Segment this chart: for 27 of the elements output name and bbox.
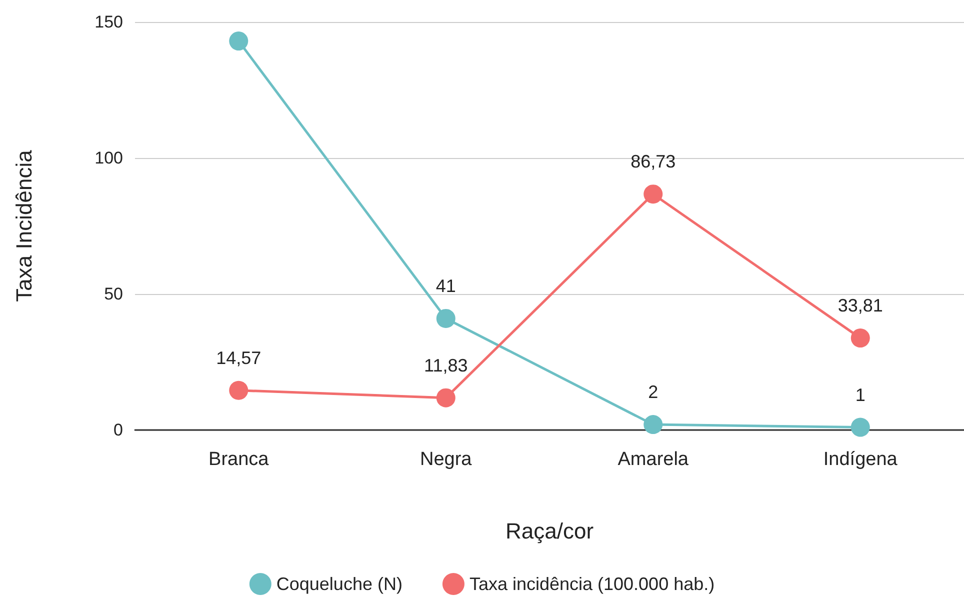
point [644,415,663,434]
data-label: 2 [648,382,658,402]
x-tick-label: Indígena [823,449,898,470]
point [229,32,248,51]
y-tick-label: 0 [114,420,123,440]
point [644,184,663,204]
data-label: 41 [436,276,456,296]
point [850,418,870,437]
y-tick-label: 100 [94,148,123,168]
data-label: 1 [855,384,866,405]
x-tick-label: Amarela [618,449,689,470]
y-axis-title: Taxa Incidência [12,149,36,302]
x-tick-label: Branca [208,449,270,470]
data-label: 14,57 [216,348,262,368]
data-label: 11,83 [424,355,468,376]
legend-label: Taxa incidência (100.000 hab.) [469,574,715,594]
data-label: 33,81 [838,296,883,316]
y-tick-label: 50 [104,284,123,304]
x-axis-title: Raça/cor [505,518,594,544]
legend-label: Coqueluche (N) [276,574,402,594]
point [436,388,456,408]
point [436,308,456,328]
data-label: 86,73 [630,152,676,172]
point [229,380,248,400]
x-tick-label: Negra [420,449,472,470]
point [850,328,870,348]
y-tick-label: 150 [94,12,123,32]
